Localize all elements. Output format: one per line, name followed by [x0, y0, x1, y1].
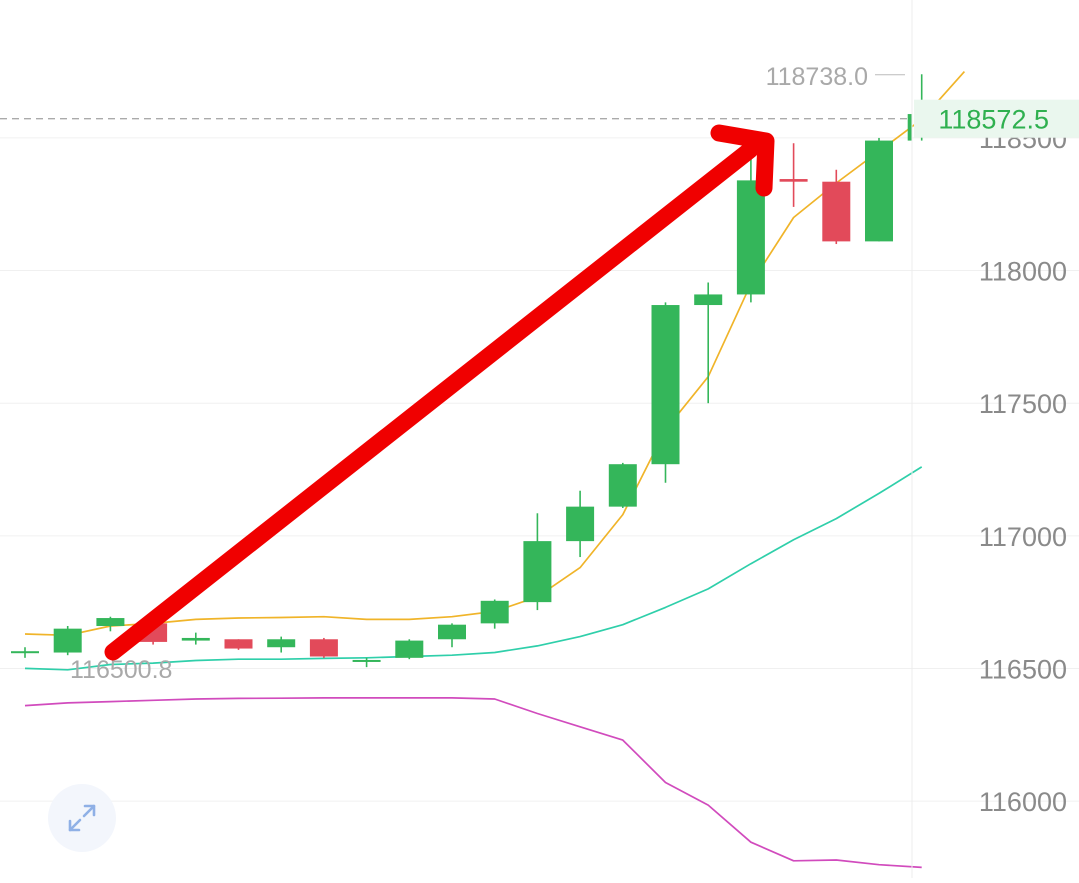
- candle-body: [53, 628, 82, 653]
- candle-body: [480, 600, 509, 624]
- candle-body: [395, 640, 424, 658]
- y-tick-label: 116000: [979, 787, 1067, 817]
- candle-body: [11, 651, 39, 654]
- candle-body: [267, 639, 296, 648]
- grid-lines: [0, 137, 1079, 802]
- current-price-tag: [914, 99, 1079, 138]
- y-tick-label: 117000: [979, 522, 1067, 552]
- ma-mid-line: [24, 466, 923, 671]
- candle-body: [352, 659, 381, 662]
- candle-body: [96, 618, 125, 627]
- candle-body: [523, 541, 552, 603]
- candle-body: [224, 639, 253, 649]
- candle-body: [907, 114, 912, 141]
- candle-body: [309, 639, 338, 657]
- red-arrow-shaft: [104, 141, 759, 661]
- y-tick-label: 118000: [979, 257, 1067, 287]
- expand-button[interactable]: [48, 784, 116, 852]
- red-arrow-head: [710, 124, 775, 197]
- ma-low-line: [24, 697, 922, 869]
- candle-body: [865, 140, 893, 242]
- candle-body: [779, 179, 808, 182]
- candle-body: [736, 180, 765, 295]
- candle-body: [438, 624, 466, 640]
- candle-body: [694, 294, 723, 306]
- candle-body: [181, 637, 210, 641]
- candles: [11, 74, 923, 668]
- y-tick-label: 117500: [979, 389, 1067, 419]
- high-price-label: 118738.0: [766, 63, 868, 91]
- annotations: 118572.5 118738.0 116500.8: [0, 63, 1079, 684]
- candle-body: [822, 181, 851, 242]
- expand-arrows-icon: [68, 804, 96, 832]
- current-price-label: 118572.5: [938, 105, 1049, 135]
- y-tick-label: 116500: [979, 654, 1067, 684]
- candle-body: [566, 506, 595, 542]
- candle-body: [608, 464, 637, 507]
- candle-body: [651, 305, 680, 465]
- low-price-label: 116500.8: [70, 656, 172, 684]
